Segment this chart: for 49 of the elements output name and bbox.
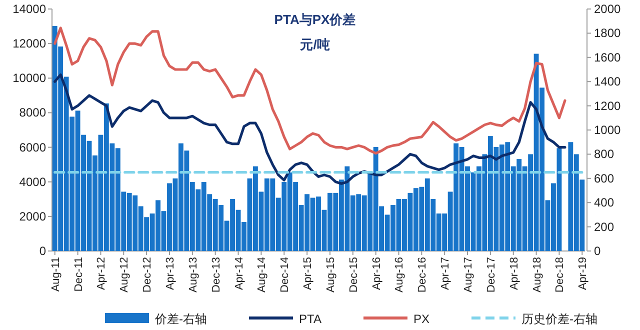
y-tick-label: 0 bbox=[39, 244, 46, 258]
y2-tick-label: 200 bbox=[594, 220, 614, 234]
x-tick-label: Aug-12 bbox=[118, 257, 131, 292]
y2-tick-label: 800 bbox=[594, 147, 614, 162]
x-tick-label: Dec-11 bbox=[72, 257, 85, 292]
legend-label: PTA bbox=[299, 312, 322, 326]
x-tick-label: Apr-16 bbox=[370, 257, 383, 290]
y-tick-label: 2000 bbox=[19, 209, 46, 224]
x-tick-label: Apr-14 bbox=[233, 257, 246, 290]
y-tick-label: 8000 bbox=[19, 106, 46, 120]
x-tick-label: Aug-17 bbox=[462, 257, 475, 292]
y-tick-label: 14000 bbox=[12, 2, 46, 16]
x-tick-label: Dec-14 bbox=[279, 257, 292, 292]
x-tick-label: Aug-14 bbox=[256, 257, 268, 292]
x-tick-label: Apr-18 bbox=[508, 257, 520, 290]
y2-tick-label: 1600 bbox=[594, 50, 622, 64]
y2-tick-label: 0 bbox=[594, 244, 601, 258]
y2-tick-label: 1000 bbox=[594, 123, 622, 137]
x-tick-label: Aug-11 bbox=[50, 257, 62, 292]
x-tick-label: Dec-15 bbox=[348, 257, 360, 292]
legend-label: 价差-右轴 bbox=[154, 312, 207, 326]
x-tick-label: Aug-13 bbox=[187, 257, 200, 292]
y2-tick-label: 1400 bbox=[594, 74, 622, 89]
x-tick-label: Apr-15 bbox=[302, 257, 314, 290]
y2-tick-label: 1800 bbox=[594, 26, 622, 40]
text: 元/吨 bbox=[299, 37, 330, 52]
x-tick-label: Aug-18 bbox=[531, 257, 544, 292]
y2-tick-label: 2000 bbox=[594, 2, 622, 16]
x-tick-label: Dec-16 bbox=[416, 257, 429, 292]
x-tick-label: Apr-12 bbox=[96, 257, 108, 290]
x-tick-label: Dec-17 bbox=[485, 257, 498, 292]
x-tick-label: Dec-13 bbox=[210, 257, 222, 292]
x-tick-label: Dec-12 bbox=[142, 257, 154, 292]
y2-tick-label: 600 bbox=[594, 171, 614, 186]
x-tick-label: Apr-19 bbox=[577, 257, 590, 290]
x-tick-label: Apr-13 bbox=[164, 257, 176, 290]
y-tick-label: 6000 bbox=[19, 140, 46, 154]
x-tick-label: Apr-17 bbox=[440, 257, 452, 290]
y-tick-label: 12000 bbox=[12, 36, 46, 51]
x-tick-label: Aug-15 bbox=[324, 257, 337, 292]
x-tick-label: Aug-16 bbox=[394, 257, 406, 292]
y2-tick-label: 1200 bbox=[594, 98, 622, 113]
y2-tick-label: 400 bbox=[594, 196, 614, 210]
legend-label: 历史价差-右轴 bbox=[521, 312, 598, 326]
chart-title: PTA与PX价差 bbox=[274, 12, 356, 27]
y-tick-label: 10000 bbox=[12, 71, 46, 86]
x-tick-label: Dec-18 bbox=[554, 257, 566, 292]
legend-label: PX bbox=[413, 312, 430, 326]
y-tick-label: 4000 bbox=[19, 174, 46, 189]
